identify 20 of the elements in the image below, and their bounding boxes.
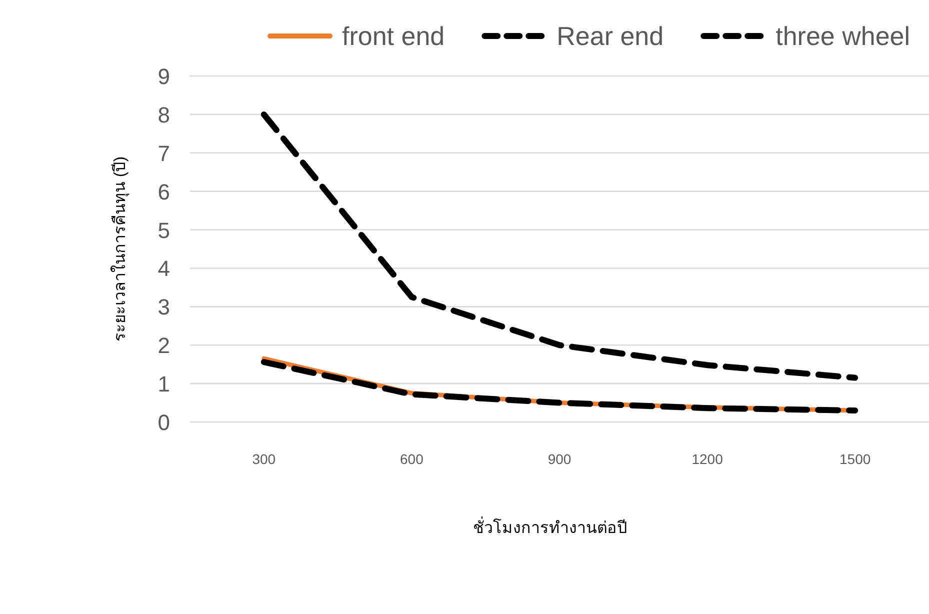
x-tick-label: 300 bbox=[252, 451, 276, 467]
y-tick-label: 8 bbox=[158, 102, 170, 128]
y-axis-title: ระยะเวลาในการคืนทุน (ปี) bbox=[110, 156, 130, 342]
y-tick-label: 9 bbox=[158, 64, 170, 89]
x-axis-title: ชั่วโมงการทำงานต่อปี bbox=[473, 516, 627, 537]
y-tick-label: 3 bbox=[158, 294, 170, 320]
legend-label: three wheel bbox=[776, 21, 910, 51]
x-tick-label: 1200 bbox=[692, 451, 724, 467]
y-tick-label: 1 bbox=[158, 372, 170, 397]
x-tick-label: 1500 bbox=[840, 451, 871, 467]
y-tick-label: 4 bbox=[158, 256, 170, 282]
y-tick-label: 7 bbox=[158, 140, 170, 166]
legend-label: front end bbox=[342, 21, 445, 51]
y-tick-label: 6 bbox=[158, 179, 170, 204]
y-tick-label: 2 bbox=[158, 333, 170, 358]
x-tick-label: 600 bbox=[400, 451, 424, 467]
y-tick-label: 5 bbox=[158, 218, 170, 243]
x-tick-label: 900 bbox=[548, 451, 572, 467]
y-tick-label: 0 bbox=[158, 410, 170, 435]
legend-label: Rear end bbox=[556, 21, 664, 51]
